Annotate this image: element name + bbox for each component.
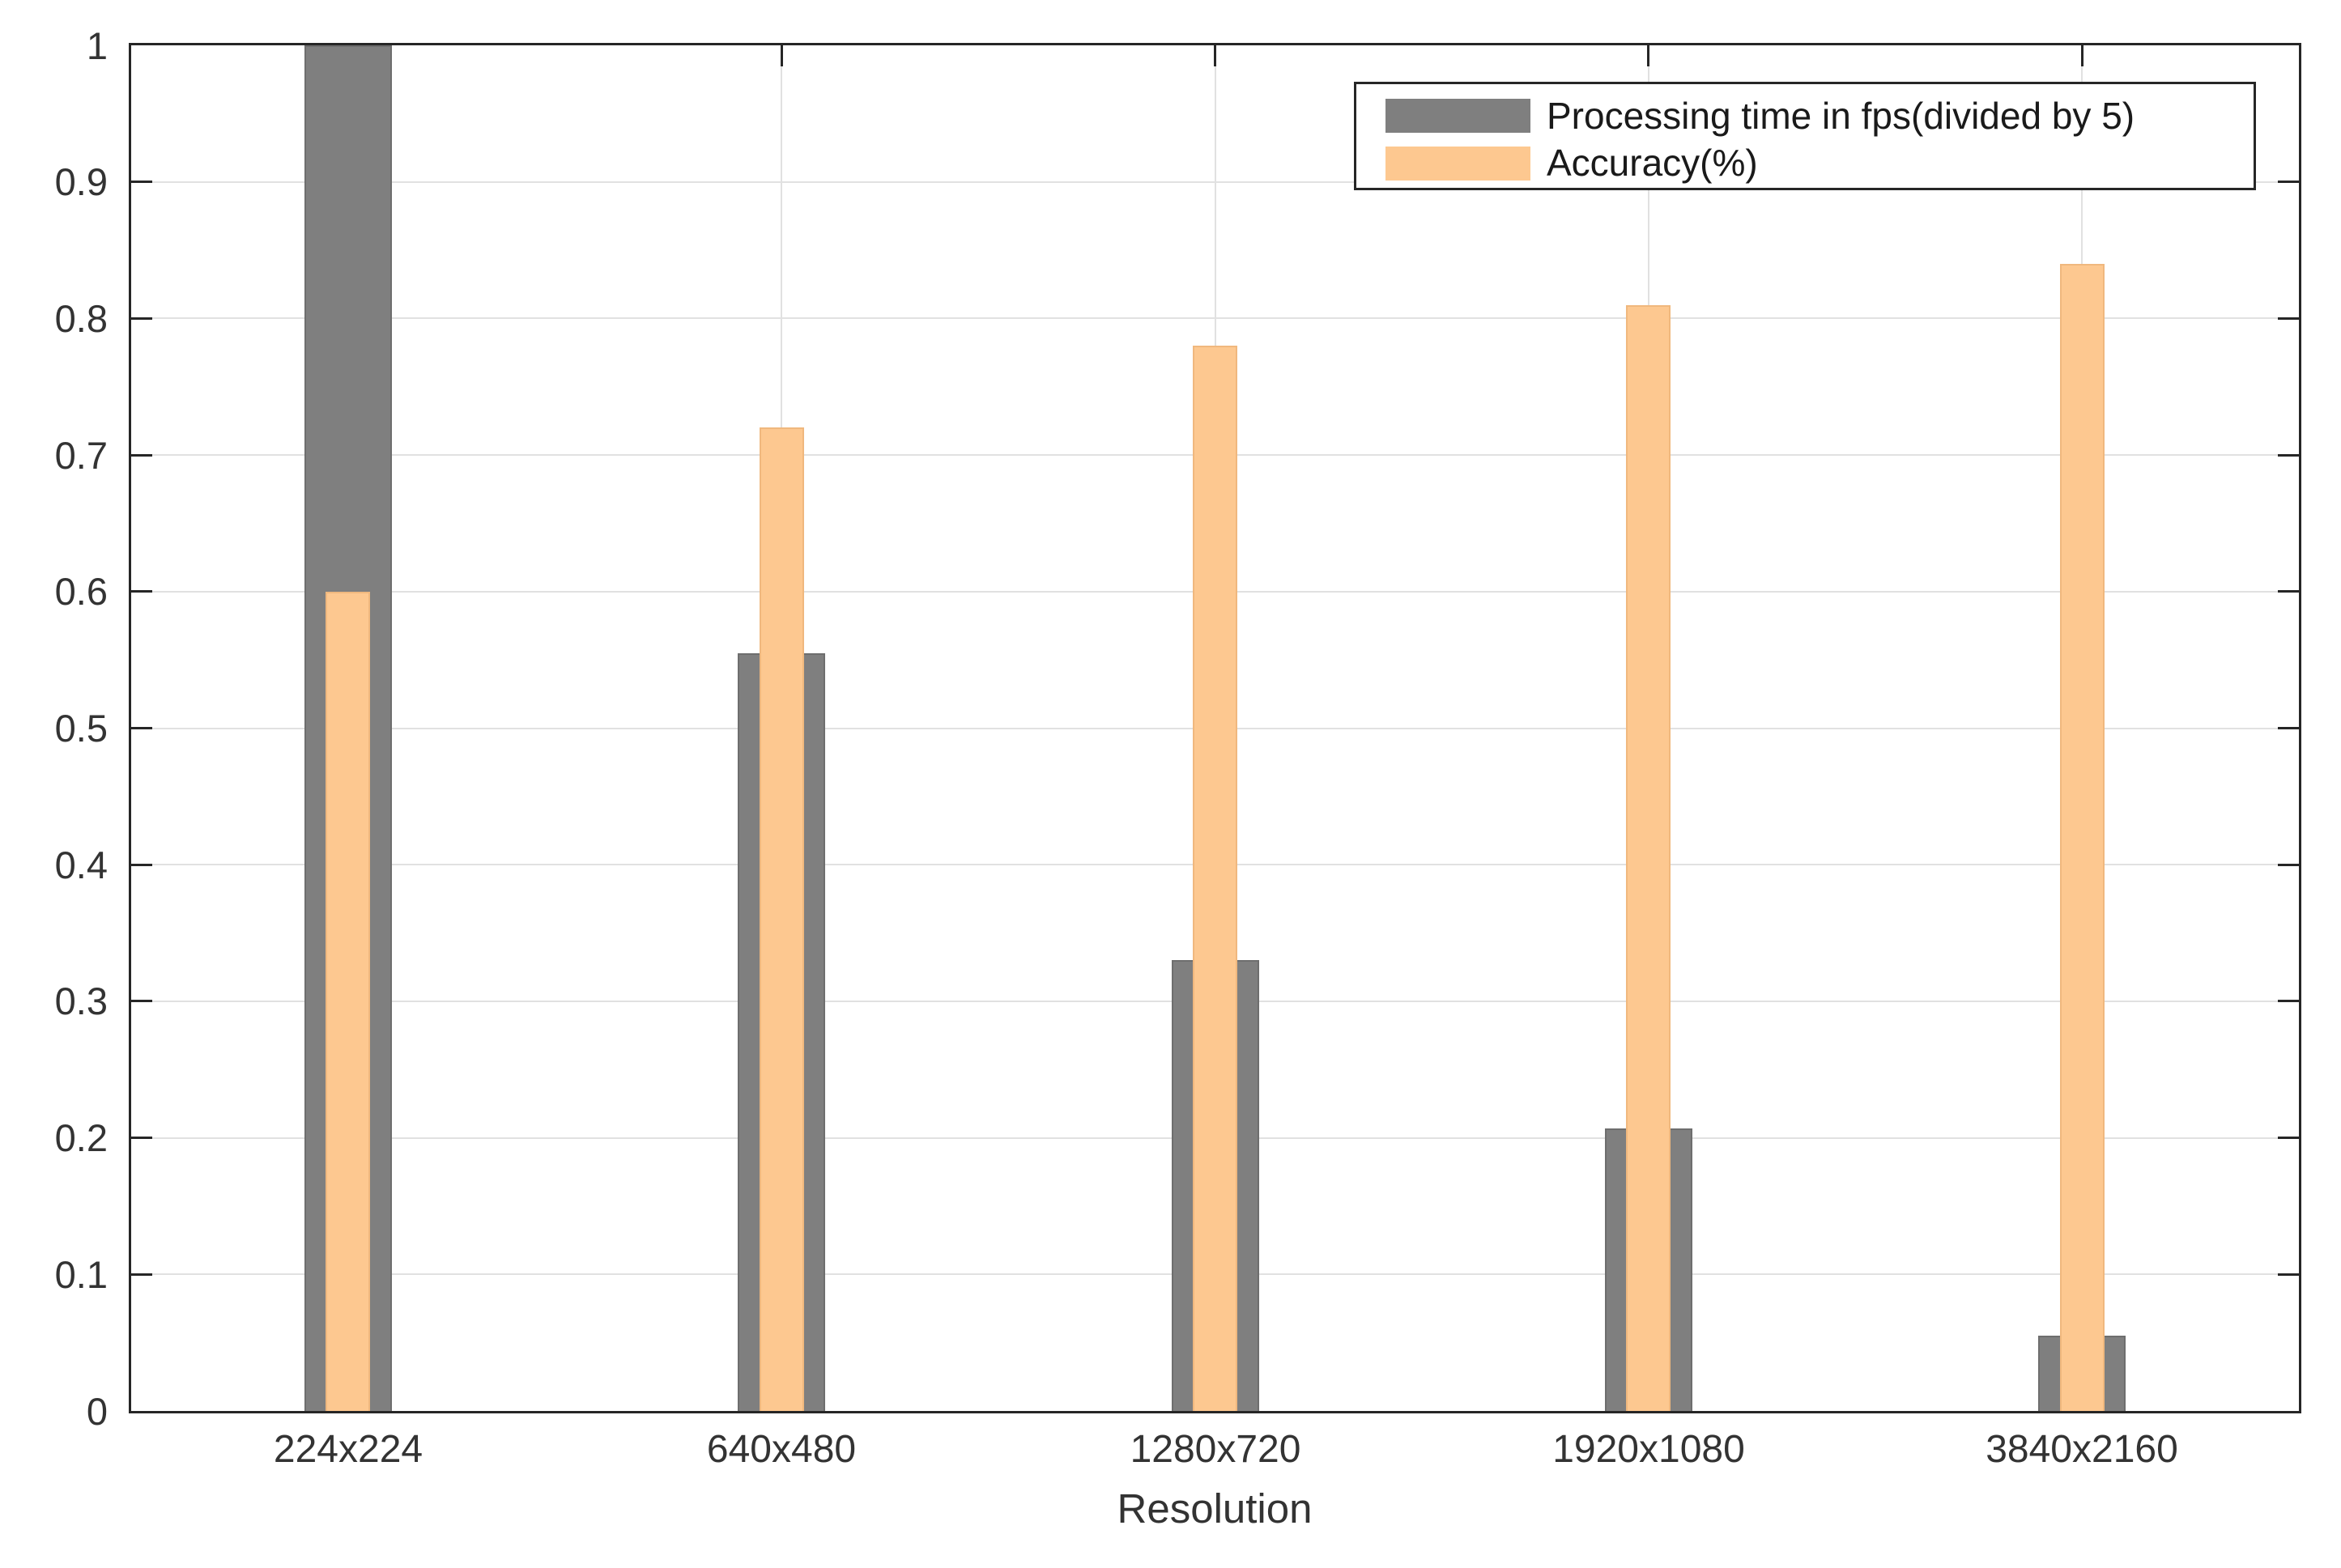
x-tick-top-1280x720: [1214, 45, 1216, 66]
bar-accuracy-640x480: [760, 427, 804, 1411]
legend-label-processing-time-in-fps: Processing time in fps(divided by 5): [1547, 95, 2135, 137]
y-tick-label-0.3: 0.3: [54, 979, 108, 1022]
x-tick-label-3840x2160: 3840x2160: [1986, 1428, 2178, 1471]
x-tick-top-1920x1080: [1647, 45, 1650, 66]
y-tick-right-0.8: [2278, 317, 2299, 320]
legend: Processing time in fps(divided by 5) Accu…: [1354, 82, 2256, 190]
y-tick-right-0.9: [2278, 181, 2299, 184]
y-tick-left-0.6: [131, 590, 152, 593]
y-tick-label-0.9: 0.9: [54, 160, 108, 203]
legend-swatch-processing-time-in-fps: [1385, 99, 1530, 133]
x-tick-top-3840x2160: [2080, 45, 2083, 66]
y-tick-right-0.4: [2278, 863, 2299, 866]
y-tick-label-0: 0: [86, 1390, 108, 1433]
y-tick-left-0.5: [131, 727, 152, 729]
legend-label-accuracy: Accuracy(%): [1547, 142, 1758, 184]
bar-accuracy-1280x720: [1193, 346, 1237, 1411]
bar-accuracy-1920x1080: [1626, 305, 1671, 1411]
legend-swatch-accuracy: [1385, 147, 1530, 181]
y-tick-right-0.2: [2278, 1137, 2299, 1140]
y-tick-right-0.6: [2278, 590, 2299, 593]
x-tick-label-224x224: 224x224: [273, 1428, 424, 1471]
y-tick-right-0.1: [2278, 1273, 2299, 1276]
x-axis-title: Resolution: [1117, 1485, 1313, 1532]
x-tick-label-1920x1080: 1920x1080: [1552, 1428, 1745, 1471]
bar-accuracy-3840x2160: [2060, 264, 2105, 1411]
y-tick-label-0.4: 0.4: [54, 843, 108, 886]
y-tick-left-0.7: [131, 453, 152, 457]
x-tick-label-640x480: 640x480: [706, 1428, 857, 1471]
y-tick-right-0.7: [2278, 453, 2299, 457]
y-tick-label-0.5: 0.5: [54, 707, 108, 750]
y-tick-right-0.3: [2278, 1000, 2299, 1003]
y-tick-left-0.2: [131, 1137, 152, 1140]
plot-area: [129, 43, 2301, 1413]
y-tick-right-0.5: [2278, 727, 2299, 729]
y-tick-left-0.8: [131, 317, 152, 320]
y-tick-label-1: 1: [86, 24, 108, 67]
y-tick-left-0.4: [131, 863, 152, 866]
y-tick-left-0.1: [131, 1273, 152, 1276]
y-tick-label-0.7: 0.7: [54, 434, 108, 477]
y-tick-label-0.8: 0.8: [54, 297, 108, 340]
x-tick-label-1280x720: 1280x720: [1130, 1428, 1301, 1471]
y-tick-label-0.2: 0.2: [54, 1116, 108, 1159]
y-tick-label-0.6: 0.6: [54, 570, 108, 613]
y-tick-left-0.3: [131, 1000, 152, 1003]
bar-accuracy-224x224: [326, 592, 370, 1411]
y-tick-label-0.1: 0.1: [54, 1253, 108, 1296]
y-tick-left-0.9: [131, 181, 152, 184]
x-tick-top-640x480: [780, 45, 783, 66]
